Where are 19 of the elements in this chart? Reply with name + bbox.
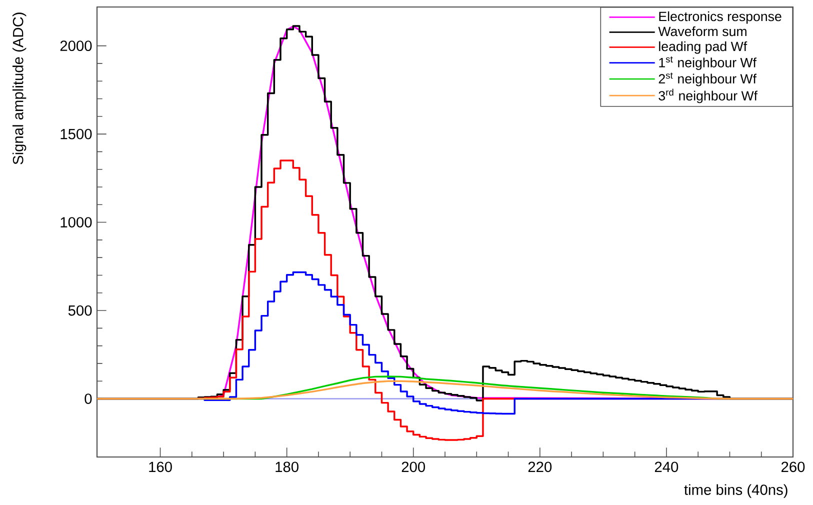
legend-label: 1$^{st}$ neighbour Wf: [659, 56, 757, 70]
y-tick-label: 1000: [60, 217, 92, 228]
legend-label: 2$^{st}$ neighbour Wf: [658, 72, 757, 86]
x-tick-label: 220: [528, 462, 552, 472]
y-axis-title: Signal amplitude (ADC): [12, 12, 26, 164]
legend-label: Waveform sum: [658, 26, 746, 36]
x-axis-title: time bins (40ns): [684, 484, 788, 498]
y-tick-label: 2000: [60, 40, 92, 52]
y-tick-label: 1500: [60, 128, 92, 140]
legend-label: 3$^{rd}$ neighbour Wf: [658, 88, 758, 104]
y-tick-label: 0: [84, 394, 92, 404]
legend-label: leading pad Wf: [659, 41, 748, 54]
x-tick-label: 200: [402, 462, 426, 472]
y-tick-label: 500: [68, 305, 92, 316]
legend-label: Electronics response: [659, 11, 782, 24]
x-tick-label: 160: [149, 462, 172, 472]
x-tick-label: 180: [276, 462, 298, 472]
x-tick-label: 260: [782, 462, 805, 472]
x-tick-label: 240: [654, 462, 678, 472]
